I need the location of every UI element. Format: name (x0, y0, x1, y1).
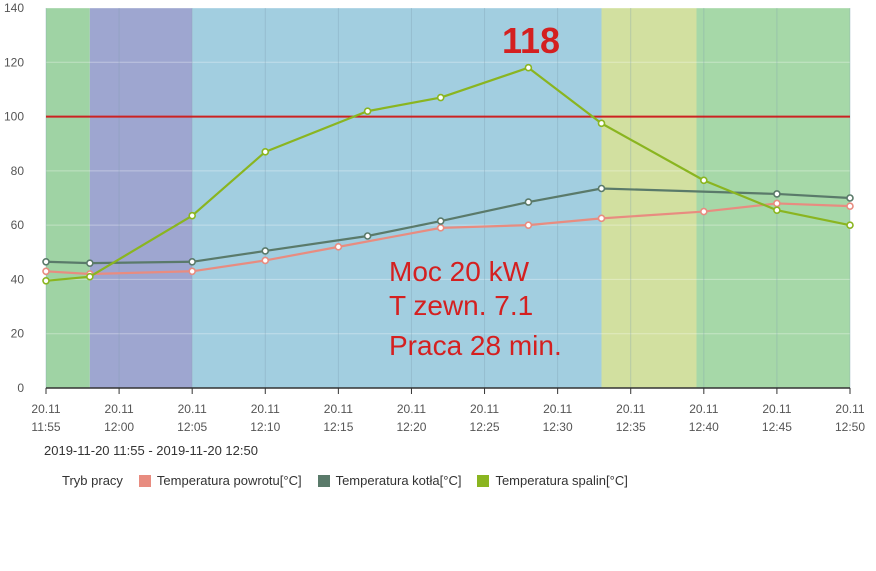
legend-item-boiler-temp[interactable]: Temperatura kotła[°C] (317, 473, 462, 488)
mode-band-3 (601, 8, 697, 388)
mode-band-1 (89, 8, 193, 388)
legend-item-mode[interactable]: Tryb pracy (62, 473, 123, 488)
series-2-point-4 (363, 107, 372, 115)
x-tick-time-6: 12:25 (470, 420, 500, 434)
y-tick-label-2: 40 (11, 272, 25, 286)
x-tick-date-10: 20.11 (762, 402, 791, 416)
series-1-point-8 (773, 190, 781, 198)
legend-item-return-temp[interactable]: Temperatura powrotu[°C] (138, 473, 302, 488)
x-tick-date-0: 20.11 (31, 402, 60, 416)
x-tick-date-2: 20.11 (178, 402, 207, 416)
x-tick-time-3: 12:10 (250, 420, 280, 434)
outdoor-temp-annotation: T zewn. 7.1 (389, 290, 533, 321)
series-line-1 (45, 187, 851, 265)
series-2-point-3 (261, 148, 270, 156)
series-2-point-1 (86, 272, 94, 281)
series-2-point-10 (846, 221, 854, 229)
series-1-point-2 (188, 257, 196, 266)
x-tick-date-9: 20.11 (689, 402, 718, 416)
series-0-point-7 (597, 214, 606, 223)
y-tick-label-0: 0 (17, 381, 24, 395)
x-tick-date-1: 20.11 (105, 402, 134, 416)
series-2-point-7 (597, 119, 606, 128)
series-0-point-8 (700, 207, 708, 216)
x-tick-date-7: 20.11 (543, 402, 572, 416)
y-tick-label-7: 140 (4, 1, 24, 15)
series-2-point-5 (436, 93, 445, 102)
y-tick-label-5: 100 (4, 110, 24, 124)
x-tick-date-11: 20.11 (835, 402, 864, 416)
x-tick-time-8: 12:35 (616, 420, 646, 434)
legend-item-flue-temp[interactable]: Temperatura spalin[°C] (477, 473, 628, 488)
legend-swatch-return-temp (138, 474, 151, 487)
x-tick-time-11: 12:50 (835, 420, 865, 434)
series-1-point-5 (436, 217, 445, 225)
x-tick-time-10: 12:45 (762, 420, 792, 434)
series-2-point-0 (42, 276, 50, 285)
x-tick-date-6: 20.11 (470, 402, 499, 416)
grid-lines (45, 7, 851, 388)
y-tick-label-4: 80 (11, 164, 25, 178)
legend: Tryb pracy Temperatura powrotu[°C] Tempe… (62, 473, 644, 488)
x-tick-date-4: 20.11 (324, 402, 353, 416)
y-tick-label-3: 60 (11, 218, 25, 232)
y-tick-label-1: 20 (11, 327, 25, 341)
series-1-point-7 (597, 184, 606, 193)
legend-swatch-flue-temp (477, 474, 490, 487)
series-1-point-1 (86, 259, 94, 267)
legend-label-return-temp: Temperatura powrotu[°C] (156, 473, 302, 488)
x-tick-date-5: 20.11 (397, 402, 426, 416)
series-0-point-4 (334, 243, 343, 251)
series-1-point-4 (363, 232, 372, 240)
legend-label-mode: Tryb pracy (62, 473, 123, 488)
x-tick-time-2: 12:05 (177, 420, 207, 434)
mode-band-0 (46, 8, 90, 388)
y-tick-label-6: 120 (4, 55, 24, 69)
x-tick-time-9: 12:40 (689, 420, 719, 434)
mode-band-4 (696, 8, 850, 388)
power-annotation: Moc 20 kW (389, 256, 530, 287)
series-0-point-5 (436, 224, 445, 232)
legend-swatch-boiler-temp (317, 474, 330, 487)
series-2-point-9 (773, 206, 781, 215)
peak-annotation: 118 (502, 20, 560, 61)
annotations: 118 Moc 20 kW T zewn. 7.1 Praca 28 min. (389, 20, 562, 361)
series-1-point-9 (846, 194, 854, 202)
series-lines (42, 63, 854, 285)
series-2-point-8 (700, 176, 708, 185)
series-1-point-6 (524, 198, 533, 206)
series-1-point-0 (42, 257, 50, 266)
series-1-point-3 (261, 247, 270, 255)
date-range-label: 2019-11-20 11:55 - 2019-11-20 12:50 (44, 443, 258, 458)
x-tick-date-8: 20.11 (616, 402, 645, 416)
series-0-point-3 (261, 256, 270, 265)
axes: 0 20 40 60 80 100 120 140 20.11 11:55 20.11 12:00 20… (4, 1, 865, 434)
x-tick-time-5: 12:20 (396, 420, 426, 434)
x-tick-date-3: 20.11 (251, 402, 280, 416)
series-0-point-0 (42, 267, 50, 276)
x-tick-time-4: 12:15 (323, 420, 353, 434)
x-tick-time-7: 12:30 (543, 420, 573, 434)
x-tick-time-1: 12:00 (104, 420, 134, 434)
legend-label-flue-temp: Temperatura spalin[°C] (495, 473, 628, 488)
mode-bands (46, 8, 850, 388)
legend-label-boiler-temp: Temperatura kotła[°C] (335, 473, 462, 488)
series-2-point-6 (524, 63, 533, 72)
series-2-point-2 (188, 211, 196, 220)
series-0-point-6 (524, 221, 533, 229)
series-0-point-2 (188, 267, 196, 276)
x-tick-time-0: 11:55 (31, 420, 60, 434)
series-0-point-10 (846, 202, 854, 210)
runtime-annotation: Praca 28 min. (389, 330, 562, 361)
series-0-point-9 (773, 199, 781, 208)
